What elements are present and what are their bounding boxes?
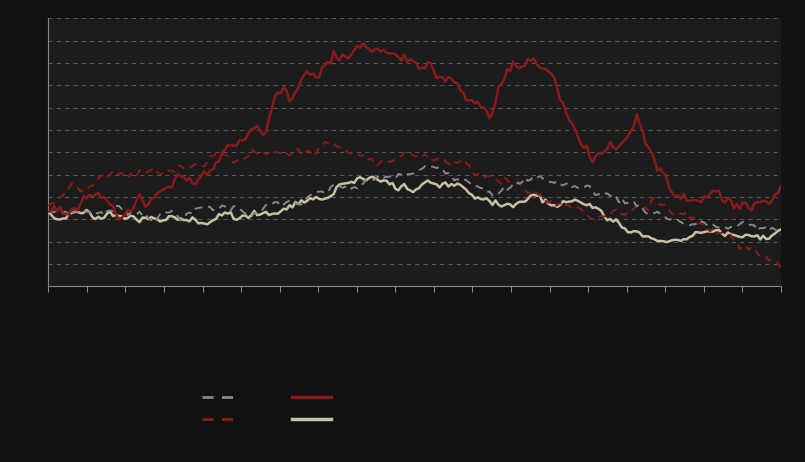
Legend: , , , : , , ,: [202, 390, 334, 427]
